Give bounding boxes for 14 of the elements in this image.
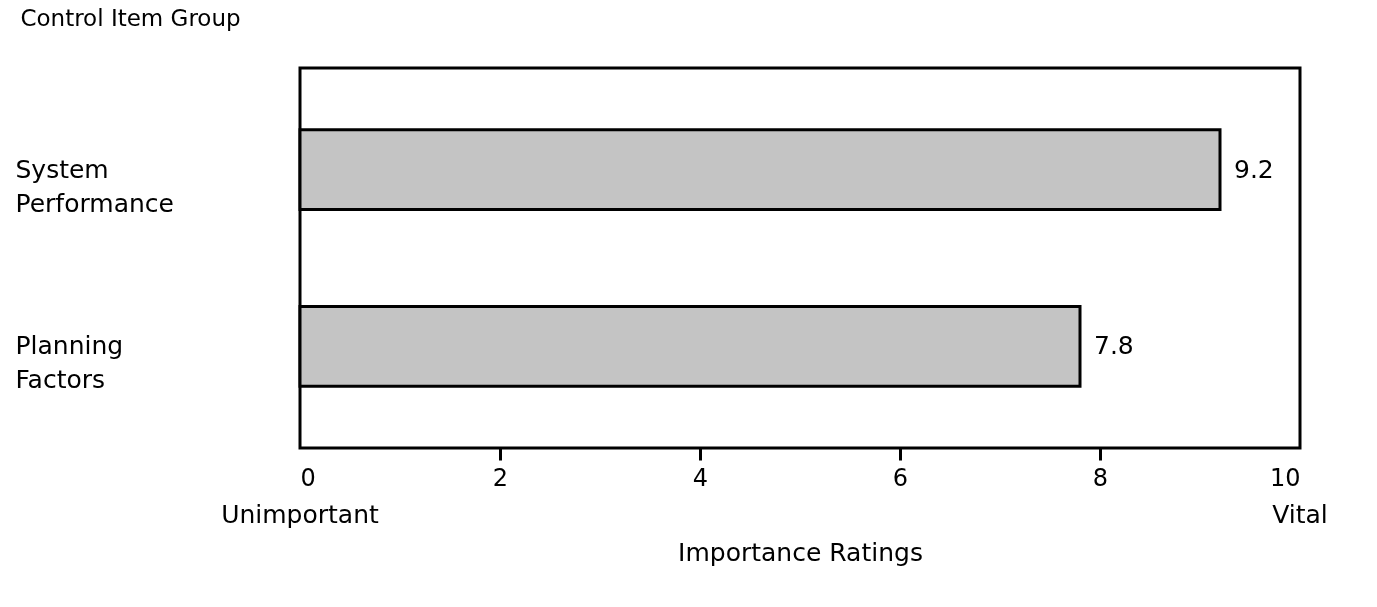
y-axis-title: Control Item Group [20, 4, 241, 31]
y-tick-label: System Performance [15, 154, 174, 218]
y-tick-label: Planning Factors [15, 331, 124, 395]
x-tick-label: 10 [1269, 463, 1301, 492]
x-axis-title: Importance Ratings [678, 537, 923, 567]
x-tick-label: 6 [892, 463, 909, 492]
x-tick-label: 0 [300, 463, 316, 492]
x-tick-label: 8 [1092, 463, 1109, 492]
x-tick-label: 2 [492, 463, 509, 492]
x-tick-label: 4 [692, 463, 709, 492]
text: Vital [1272, 500, 1328, 529]
data-label: 7.8 [1094, 331, 1134, 361]
text: Unimportant [221, 500, 380, 529]
data-label: 9.2 [1234, 154, 1274, 184]
